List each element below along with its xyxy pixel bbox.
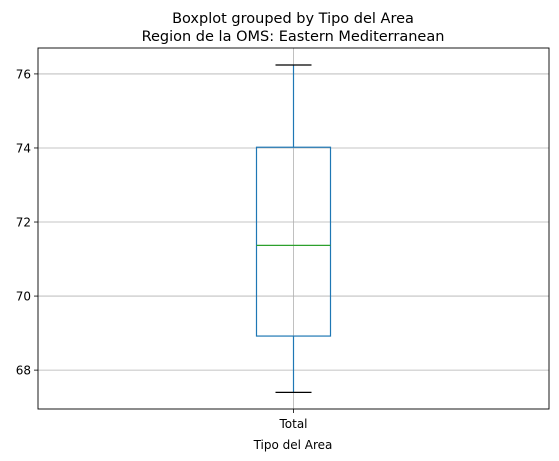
y-tick-label: 70 <box>16 290 31 304</box>
y-tick-label: 76 <box>16 67 31 81</box>
box-layer <box>255 64 332 393</box>
y-tick-label: 74 <box>16 141 31 155</box>
iqr-box <box>255 146 332 337</box>
chart-title: Boxplot grouped by Tipo del Area <box>172 11 414 27</box>
tick-layer: 68 70 72 74 76 Total <box>16 67 308 431</box>
x-axis-label: Tipo del Area <box>253 438 333 452</box>
x-tick-label: Total <box>278 417 307 431</box>
y-tick-label: 68 <box>16 364 31 378</box>
plot-frame <box>37 47 550 410</box>
y-tick-label: 72 <box>16 216 31 230</box>
chart-subtitle: Region de la OMS: Eastern Mediterranean <box>142 29 445 45</box>
